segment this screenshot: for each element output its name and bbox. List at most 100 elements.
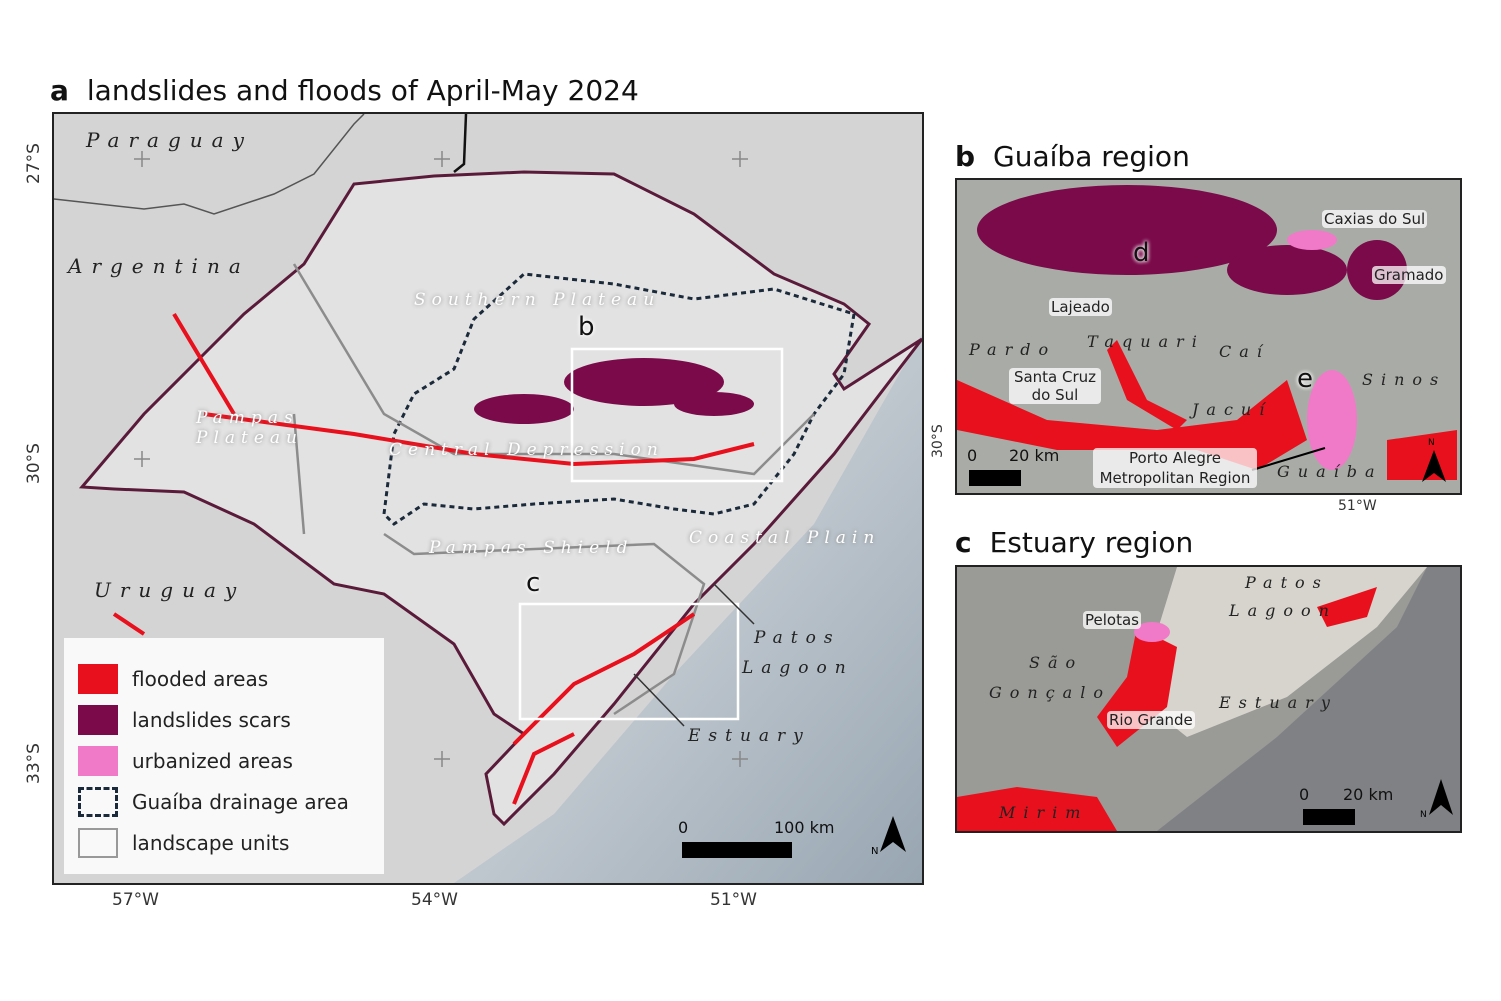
- country-label: Argentina: [68, 254, 250, 278]
- water-label: Estuary: [1219, 693, 1338, 712]
- city-label: Gramado: [1372, 266, 1446, 284]
- north-arrow-icon: N: [1420, 438, 1460, 487]
- panel-letter: b: [955, 140, 976, 173]
- inset-box-b: [570, 347, 784, 483]
- city-label: Pelotas: [1083, 611, 1141, 629]
- map-canvas: [957, 567, 1460, 831]
- panel-c-title: c Estuary region: [955, 526, 1193, 559]
- swatch: [78, 828, 118, 858]
- legend-label: urbanized areas: [132, 749, 293, 773]
- graticule-crosses: [134, 151, 748, 767]
- flooded-areas: [112, 312, 755, 805]
- legend-label: Guaíba drainage area: [132, 790, 349, 814]
- scale-zero: 0: [967, 446, 978, 465]
- river-label: Jacuí: [1192, 400, 1273, 419]
- swatch: [78, 746, 118, 776]
- leader-line: [1251, 447, 1326, 471]
- leader-line: [713, 583, 755, 625]
- lat-tick: 30°S: [24, 443, 44, 484]
- main-map[interactable]: Paraguay Argentina Uruguay Southern Plat…: [52, 112, 924, 885]
- ocean: [454, 334, 922, 883]
- title-text: landslides and floods of April-May 2024: [86, 74, 639, 107]
- scale-zero: 0: [678, 818, 689, 837]
- city-label: Lajeado: [1049, 298, 1112, 316]
- lat-tick: 33°S: [24, 743, 44, 784]
- landslide-scars: [977, 185, 1407, 300]
- urbanized-area: [1134, 622, 1170, 642]
- legend-item: landslides scars: [78, 705, 291, 735]
- river-label: Caí: [1219, 342, 1270, 361]
- state-outline: [78, 170, 922, 827]
- water-label: Gonçalo: [989, 683, 1111, 702]
- inset-box-c: [518, 602, 740, 721]
- swatch: [78, 664, 118, 694]
- legend-item: landscape units: [78, 828, 289, 858]
- scale-bar: [682, 842, 792, 858]
- title-text: Estuary region: [989, 526, 1194, 559]
- water-label: Patos: [754, 628, 841, 648]
- legend-item: Guaíba drainage area: [78, 787, 349, 817]
- legend-label: landscape units: [132, 831, 290, 855]
- city-label: Santa Cruz do Sul: [1009, 368, 1101, 404]
- water-label: Lagoon: [742, 658, 854, 678]
- river-label: Sinos: [1362, 370, 1447, 389]
- country-label: Uruguay: [94, 578, 246, 602]
- scale-max: 100 km: [774, 818, 835, 837]
- water-label: São: [1029, 653, 1084, 672]
- north-arrow-icon: N: [1412, 777, 1455, 820]
- inset-letter: b: [578, 312, 595, 342]
- title-text: Guaíba region: [993, 140, 1190, 173]
- legend-label: flooded areas: [132, 667, 269, 691]
- landscape-unit-label: Central Depression: [389, 440, 664, 460]
- scale-zero: 0: [1299, 785, 1310, 804]
- city-label: Rio Grande: [1107, 711, 1195, 729]
- country-label: Paraguay: [86, 128, 253, 152]
- border-line: [54, 114, 365, 215]
- lat-tick: 27°S: [24, 143, 44, 184]
- legend: flooded areas landslides scars urbanized…: [64, 638, 384, 874]
- legend-label: landslides scars: [132, 708, 291, 732]
- landscape-unit-label: Southern Plateau: [414, 290, 661, 310]
- river-label: Pardo: [969, 340, 1057, 359]
- landscape-unit-lines: [292, 263, 815, 716]
- legend-item: urbanized areas: [78, 746, 293, 776]
- lon-tick: 51°W: [710, 890, 757, 910]
- estuary-map[interactable]: Pelotas Rio Grande Patos Lagoon São Gonç…: [955, 565, 1462, 833]
- landscape-unit-label: Coastal Plain: [689, 528, 881, 548]
- legend-item: flooded areas: [78, 664, 268, 694]
- river-label: Guaíba: [1277, 462, 1383, 481]
- inset-letter: c: [526, 568, 541, 598]
- landscape-unit-label: Pampas Plateau: [196, 408, 303, 448]
- panel-a-title: a landslides and floods of April-May 2024: [50, 74, 639, 107]
- water-label: Mirim: [999, 803, 1089, 822]
- panel-letter: a: [50, 74, 69, 107]
- landslide-scars: [474, 358, 754, 424]
- water-label: Lagoon: [1229, 601, 1337, 620]
- north-arrow-icon: N: [864, 814, 908, 857]
- city-label: Caxias do Sul: [1322, 210, 1428, 228]
- lon-tick: 54°W: [411, 890, 458, 910]
- ocean: [1157, 567, 1460, 831]
- panel-b-title: b Guaíba region: [955, 140, 1190, 173]
- urbanized-areas: [1287, 230, 1357, 470]
- water-label: Estuary: [688, 726, 811, 746]
- lat-tick: 30°S: [930, 424, 946, 458]
- panel-letter: c: [955, 526, 972, 559]
- lon-tick: 51°W: [1338, 498, 1377, 514]
- swatch: [78, 705, 118, 735]
- lon-tick: 57°W: [112, 890, 159, 910]
- landscape-unit-label: Pampas Shield: [429, 538, 634, 558]
- water-label: Patos: [1245, 573, 1329, 592]
- border-line: [453, 114, 468, 173]
- guaiba-drainage-outline: [382, 272, 856, 526]
- scale-bar: [1303, 809, 1355, 825]
- guaiba-map[interactable]: Caxias do Sul Gramado Lajeado Santa Cruz…: [955, 178, 1462, 495]
- sub-letter: e: [1297, 364, 1313, 394]
- leader-line: [633, 673, 685, 727]
- city-label: Porto Alegre Metropolitan Region: [1093, 448, 1257, 488]
- swatch: [78, 787, 118, 817]
- scale-max: 20 km: [1009, 446, 1060, 465]
- scale-max: 20 km: [1343, 785, 1394, 804]
- map-canvas: [957, 185, 1457, 480]
- scale-bar: [969, 470, 1021, 486]
